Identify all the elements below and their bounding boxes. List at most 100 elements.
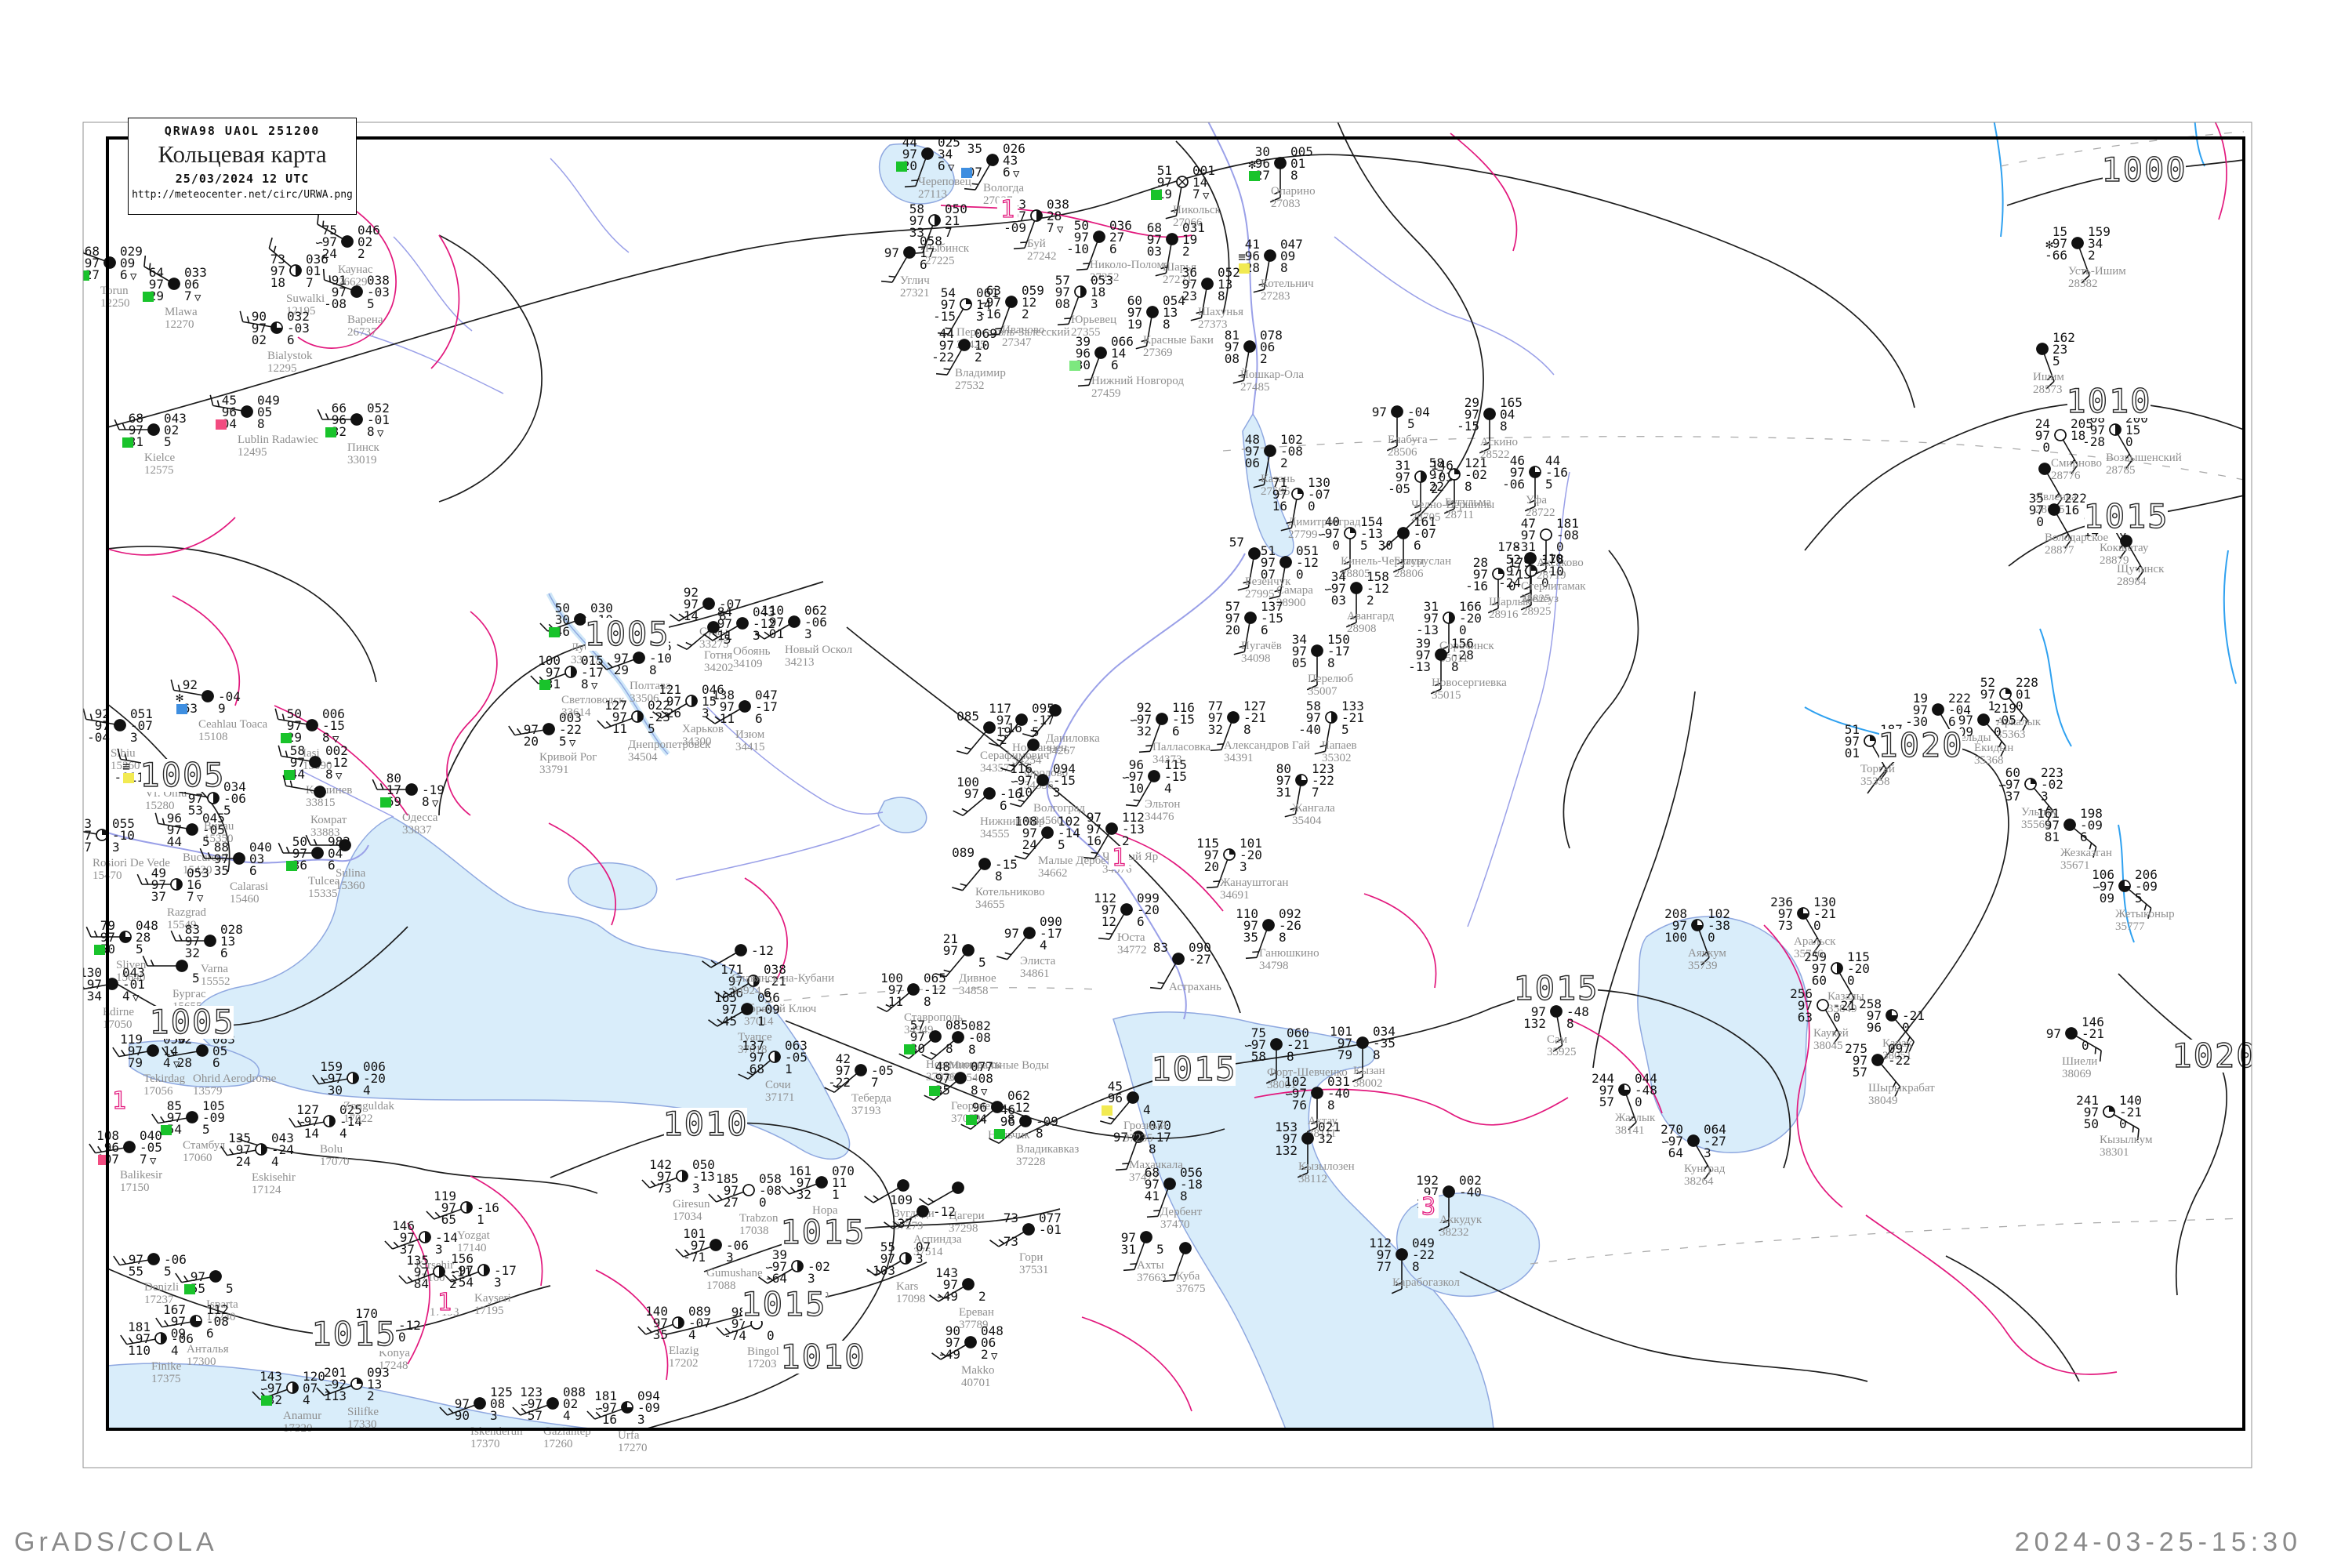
svg-text:17056: 17056 [143, 1085, 173, 1098]
svg-text:115: 115 [1847, 949, 1870, 964]
svg-text:Горячий Ключ: Горячий Ключ [744, 1003, 817, 1015]
svg-text:-08: -08 [1556, 528, 1579, 543]
svg-text:-21: -21 [1833, 998, 1856, 1013]
svg-text:75: 75 [322, 223, 337, 238]
svg-text:5: 5 [202, 1122, 210, 1137]
svg-text:050: 050 [945, 201, 967, 216]
svg-text:Zonguldak: Zonguldak [343, 1100, 394, 1112]
svg-text:97: 97 [252, 321, 267, 336]
svg-text:002: 002 [325, 743, 348, 758]
svg-text:97: 97 [1129, 769, 1144, 784]
svg-text:Аральск: Аральск [1794, 935, 1836, 948]
svg-text:-12: -12 [398, 1318, 421, 1333]
svg-text:▽: ▽ [173, 1058, 180, 1071]
svg-text:099: 099 [1137, 891, 1160, 906]
svg-text:31: 31 [1396, 458, 1410, 473]
svg-text:-21: -21 [2119, 1105, 2142, 1120]
svg-text:4: 4 [363, 1083, 371, 1098]
svg-text:58: 58 [1306, 699, 1321, 713]
svg-text:38232: 38232 [1439, 1226, 1469, 1239]
svg-text:130: 130 [1308, 475, 1330, 490]
svg-text:112: 112 [1122, 810, 1145, 825]
svg-text:3: 3 [702, 706, 710, 720]
svg-text:48: 48 [1245, 432, 1260, 447]
svg-text:Torun: Torun [100, 285, 129, 297]
svg-text:-22: -22 [1412, 1247, 1435, 1262]
svg-text:08: 08 [490, 1396, 505, 1411]
svg-text:7: 7 [1312, 785, 1319, 800]
svg-text:110: 110 [761, 603, 784, 618]
svg-text:056: 056 [757, 990, 780, 1005]
svg-text:36: 36 [1182, 265, 1197, 280]
svg-text:Углич: Углич [900, 274, 930, 287]
svg-text:97: 97 [1473, 567, 1488, 582]
svg-text:Никольск: Никольск [1173, 204, 1221, 216]
svg-text:015: 015 [581, 653, 604, 668]
svg-text:-24: -24 [271, 1142, 294, 1157]
svg-text:-17: -17 [494, 1263, 517, 1278]
svg-text:37789: 37789 [959, 1319, 989, 1331]
svg-text:3: 3 [1704, 1145, 1711, 1160]
svg-text:06: 06 [981, 1335, 996, 1350]
svg-text:97: 97 [2090, 423, 2105, 437]
svg-text:-15: -15 [933, 309, 956, 324]
svg-text:005: 005 [1290, 144, 1313, 159]
svg-text:058: 058 [920, 234, 942, 249]
svg-text:205: 205 [2071, 416, 2093, 431]
svg-text:28879: 28879 [2100, 554, 2129, 567]
svg-text:∽: ∽ [1244, 1038, 1252, 1053]
svg-text:8: 8 [995, 869, 1003, 884]
svg-text:3: 3 [692, 1181, 700, 1196]
svg-text:97: 97 [267, 1381, 282, 1396]
svg-text:12495: 12495 [238, 446, 267, 459]
isobar-label-bg [664, 1108, 747, 1141]
svg-text:97: 97 [1137, 712, 1152, 727]
svg-text:03: 03 [1331, 593, 1346, 608]
svg-text:047: 047 [1280, 237, 1303, 252]
svg-text:069: 069 [975, 326, 997, 341]
svg-text:Giresun: Giresun [673, 1198, 710, 1210]
svg-text:50: 50 [1074, 218, 1089, 233]
svg-text:0: 0 [759, 1195, 767, 1210]
svg-text:-09: -09 [637, 1400, 660, 1415]
svg-text:77: 77 [1377, 1259, 1392, 1274]
svg-text:270: 270 [1661, 1122, 1683, 1137]
svg-text:241: 241 [2076, 1093, 2099, 1108]
svg-text:028: 028 [220, 922, 243, 937]
svg-text:7: 7 [187, 889, 194, 904]
svg-text:27283: 27283 [1261, 290, 1290, 303]
svg-text:97: 97 [720, 699, 735, 714]
svg-text:0: 0 [1994, 724, 2002, 739]
svg-text:Жезказган: Жезказган [2060, 847, 2112, 859]
station-plot: 83 090-27 Астрахань [1149, 940, 1221, 993]
isotherm-label-bg [997, 198, 1018, 221]
svg-text:Bingol: Bingol [747, 1345, 779, 1358]
svg-text:7: 7 [306, 275, 314, 290]
svg-text:040: 040 [140, 1128, 162, 1143]
svg-text:Кызылозен: Кызылозен [1298, 1160, 1355, 1173]
svg-text:-09: -09 [757, 1002, 780, 1017]
isotherm-label-bg [109, 1089, 129, 1112]
svg-text:-09: -09 [202, 1110, 225, 1125]
svg-text:17034: 17034 [673, 1210, 702, 1223]
svg-text:26737: 26737 [347, 326, 377, 339]
isobar-line [107, 154, 1915, 428]
svg-text:37531: 37531 [1019, 1264, 1049, 1276]
svg-text:Бугуруслан: Бугуруслан [1394, 555, 1451, 568]
svg-text:97: 97 [290, 755, 305, 770]
svg-text:159: 159 [2088, 224, 2111, 239]
svg-text:97: 97 [1261, 555, 1276, 570]
svg-text:062: 062 [1007, 1088, 1030, 1103]
svg-text:Шиели: Шиели [2062, 1055, 2097, 1068]
